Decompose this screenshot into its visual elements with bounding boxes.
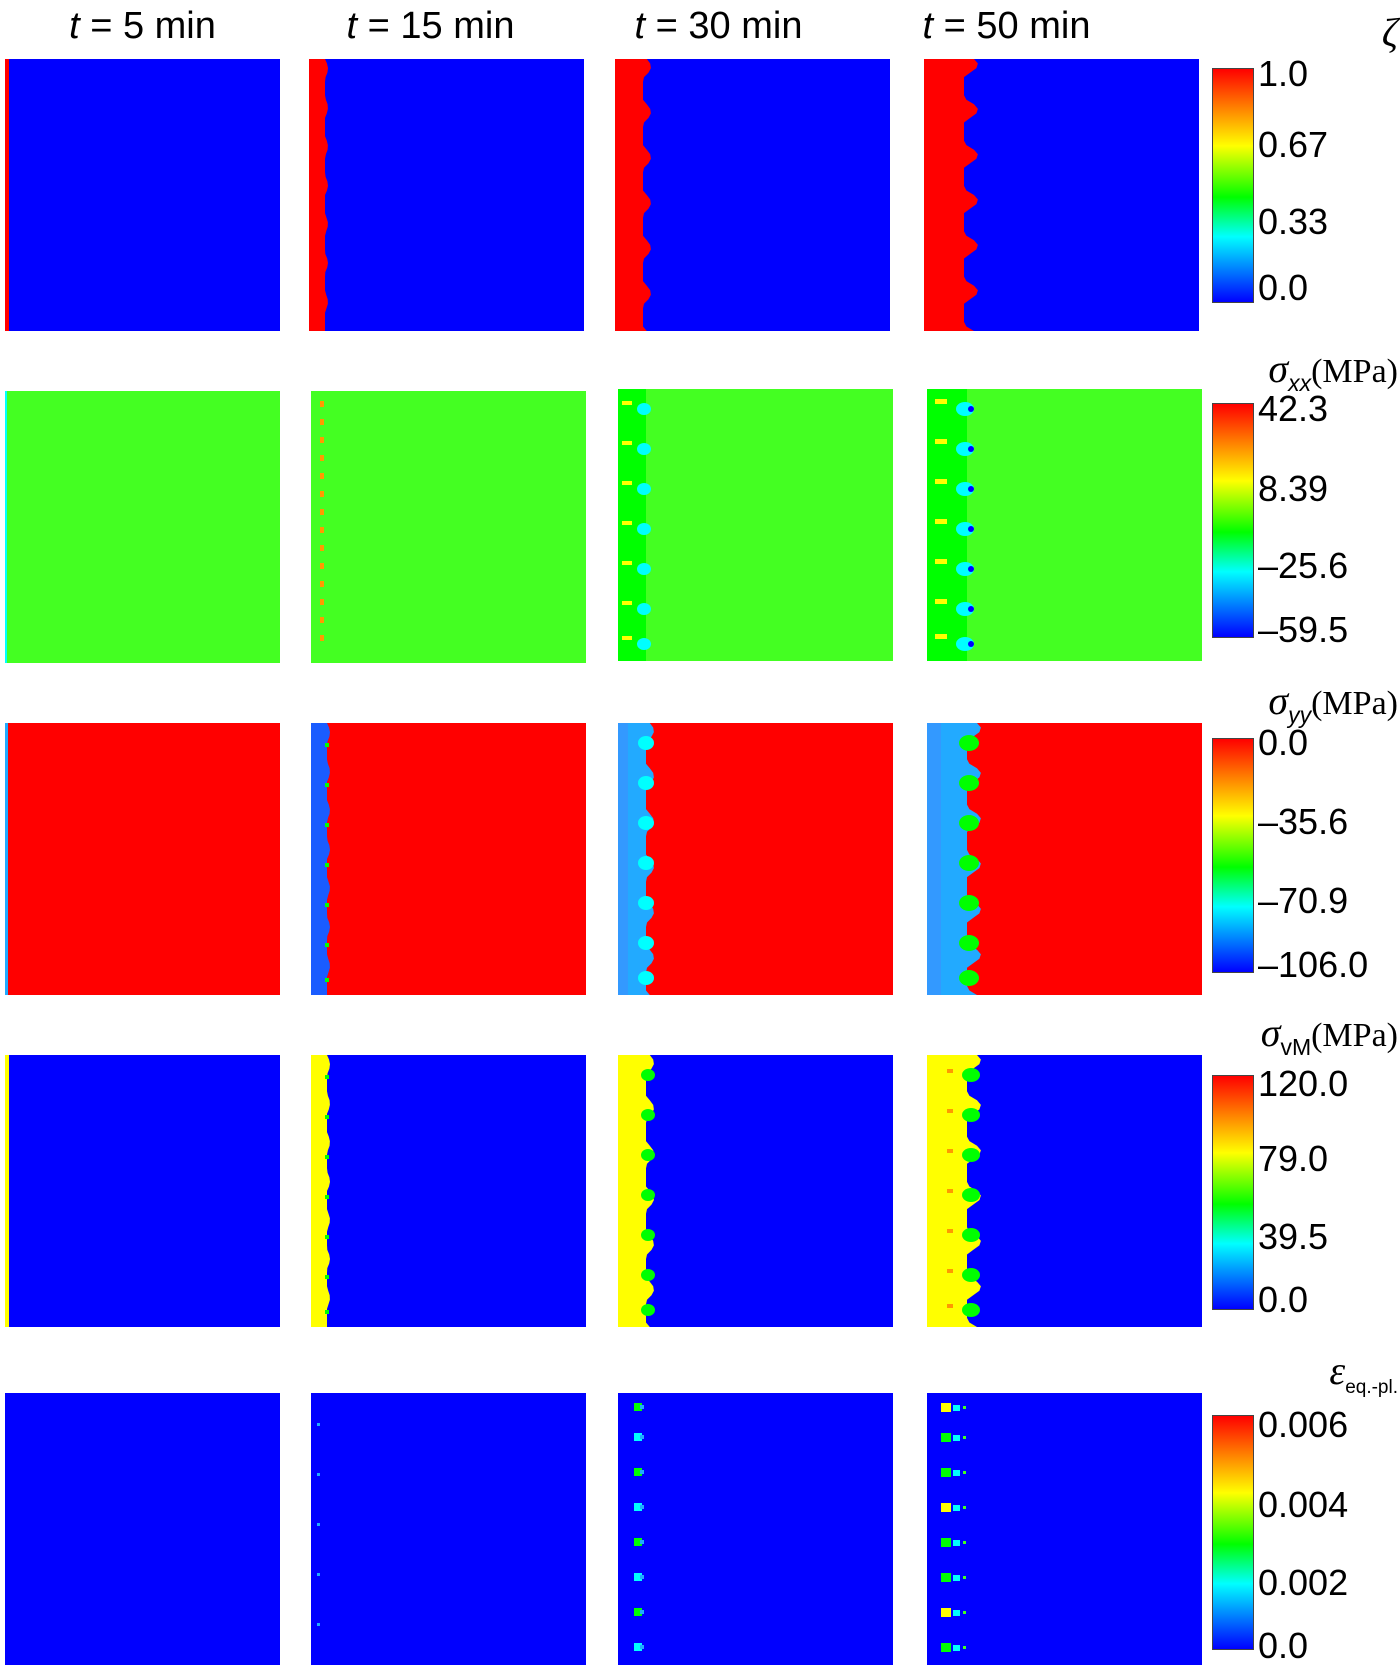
- tick-eps-eqpl-3: 0.002: [1258, 1562, 1349, 1603]
- tick-sigma-yy-3: –70.9: [1258, 880, 1349, 921]
- panel-sigma-xx-30min: [618, 389, 893, 661]
- field-plot: [5, 723, 280, 995]
- panel-sigma-xx-15min: [311, 391, 586, 663]
- tick-sigma-vm-3: 39.5: [1258, 1216, 1329, 1257]
- field-plot: [311, 723, 586, 995]
- panel-eps-eqpl-50min: [927, 1393, 1202, 1665]
- colorbar-eps-eqpl: [1212, 1415, 1254, 1650]
- tick-zeta-2: 0.67: [1258, 124, 1329, 165]
- tick-sigma-xx-1: 42.3: [1258, 388, 1329, 429]
- panel-zeta-15min: [309, 59, 584, 331]
- field-plot: [618, 1055, 893, 1327]
- tick-sigma-xx-4: –59.5: [1258, 609, 1349, 650]
- tick-sigma-vm-1: 120.0: [1258, 1063, 1349, 1104]
- field-plot: [927, 1055, 1202, 1327]
- panel-sigma-vm-15min: [311, 1055, 586, 1327]
- tick-sigma-yy-1: 0.0: [1258, 722, 1309, 763]
- field-plot: [5, 59, 280, 331]
- colorbar-title-zeta: ζ: [1381, 10, 1398, 55]
- tick-zeta-1: 1.0: [1258, 53, 1309, 94]
- panel-sigma-vm-50min: [927, 1055, 1202, 1327]
- field-plot: [927, 723, 1202, 995]
- field-plot: [5, 1055, 280, 1327]
- column-title-15min: t = 15 min: [346, 5, 515, 47]
- field-plot: [311, 391, 586, 663]
- colorbar-sigma-xx: [1212, 403, 1254, 638]
- field-plot: [618, 723, 893, 995]
- field-plot: [5, 391, 280, 663]
- panel-sigma-xx-5min: [5, 391, 280, 663]
- tick-sigma-yy-2: –35.6: [1258, 801, 1349, 842]
- panel-zeta-30min: [615, 59, 890, 331]
- panel-sigma-yy-15min: [311, 723, 586, 995]
- tick-eps-eqpl-4: 0.0: [1258, 1625, 1309, 1666]
- panel-sigma-vm-5min: [5, 1055, 280, 1327]
- column-title-5min: t = 5 min: [69, 5, 216, 47]
- column-title-50min: t = 50 min: [922, 5, 1091, 47]
- field-plot: [618, 1393, 893, 1665]
- field-plot: [618, 389, 893, 661]
- tick-sigma-xx-3: –25.6: [1258, 545, 1349, 586]
- colorbar-sigma-vm: [1212, 1075, 1254, 1310]
- column-title-30min: t = 30 min: [634, 5, 803, 47]
- field-plot: [311, 1055, 586, 1327]
- panel-sigma-xx-50min: [927, 389, 1202, 661]
- colorbar-zeta: [1212, 68, 1254, 303]
- tick-eps-eqpl-1: 0.006: [1258, 1404, 1349, 1445]
- panel-sigma-vm-30min: [618, 1055, 893, 1327]
- panel-sigma-yy-5min: [5, 723, 280, 995]
- panel-zeta-50min: [924, 59, 1199, 331]
- tick-zeta-3: 0.33: [1258, 201, 1329, 242]
- colorbar-title-sigma-vm: σvM(MPa): [1260, 1010, 1398, 1060]
- field-plot: [309, 59, 584, 331]
- tick-zeta-4: 0.0: [1258, 267, 1309, 308]
- field-plot: [615, 59, 890, 331]
- colorbar-sigma-yy: [1212, 738, 1254, 973]
- colorbar-title-sigma-xx: σxx(MPa): [1268, 346, 1398, 396]
- tick-sigma-vm-2: 79.0: [1258, 1138, 1329, 1179]
- tick-sigma-yy-4: –106.0: [1258, 944, 1369, 985]
- field-plot: [311, 1393, 586, 1665]
- panel-sigma-yy-30min: [618, 723, 893, 995]
- field-plot: [5, 1393, 280, 1665]
- colorbar-title-eps-eqpl: εeq.-pl.: [1329, 1348, 1398, 1398]
- tick-sigma-vm-4: 0.0: [1258, 1279, 1309, 1320]
- panel-eps-eqpl-30min: [618, 1393, 893, 1665]
- panel-eps-eqpl-15min: [311, 1393, 586, 1665]
- panel-eps-eqpl-5min: [5, 1393, 280, 1665]
- tick-eps-eqpl-2: 0.004: [1258, 1484, 1349, 1525]
- panel-sigma-yy-50min: [927, 723, 1202, 995]
- field-plot: [927, 1393, 1202, 1665]
- colorbar-title-sigma-yy: σyy(MPa): [1268, 678, 1398, 728]
- field-plot: [927, 389, 1202, 661]
- field-plot: [924, 59, 1199, 331]
- tick-sigma-xx-2: 8.39: [1258, 468, 1329, 509]
- panel-zeta-5min: [5, 59, 280, 331]
